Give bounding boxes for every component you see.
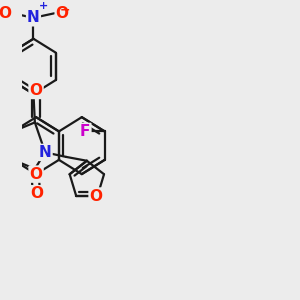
Text: N: N bbox=[39, 145, 52, 160]
Text: −: − bbox=[60, 4, 71, 17]
Text: O: O bbox=[30, 186, 43, 201]
Text: N: N bbox=[27, 10, 40, 25]
Text: +: + bbox=[39, 2, 48, 11]
Text: O: O bbox=[0, 6, 11, 21]
Text: F: F bbox=[80, 124, 90, 139]
Text: O: O bbox=[56, 6, 69, 21]
Text: O: O bbox=[30, 167, 43, 182]
Text: O: O bbox=[30, 83, 43, 98]
Text: O: O bbox=[90, 188, 103, 203]
